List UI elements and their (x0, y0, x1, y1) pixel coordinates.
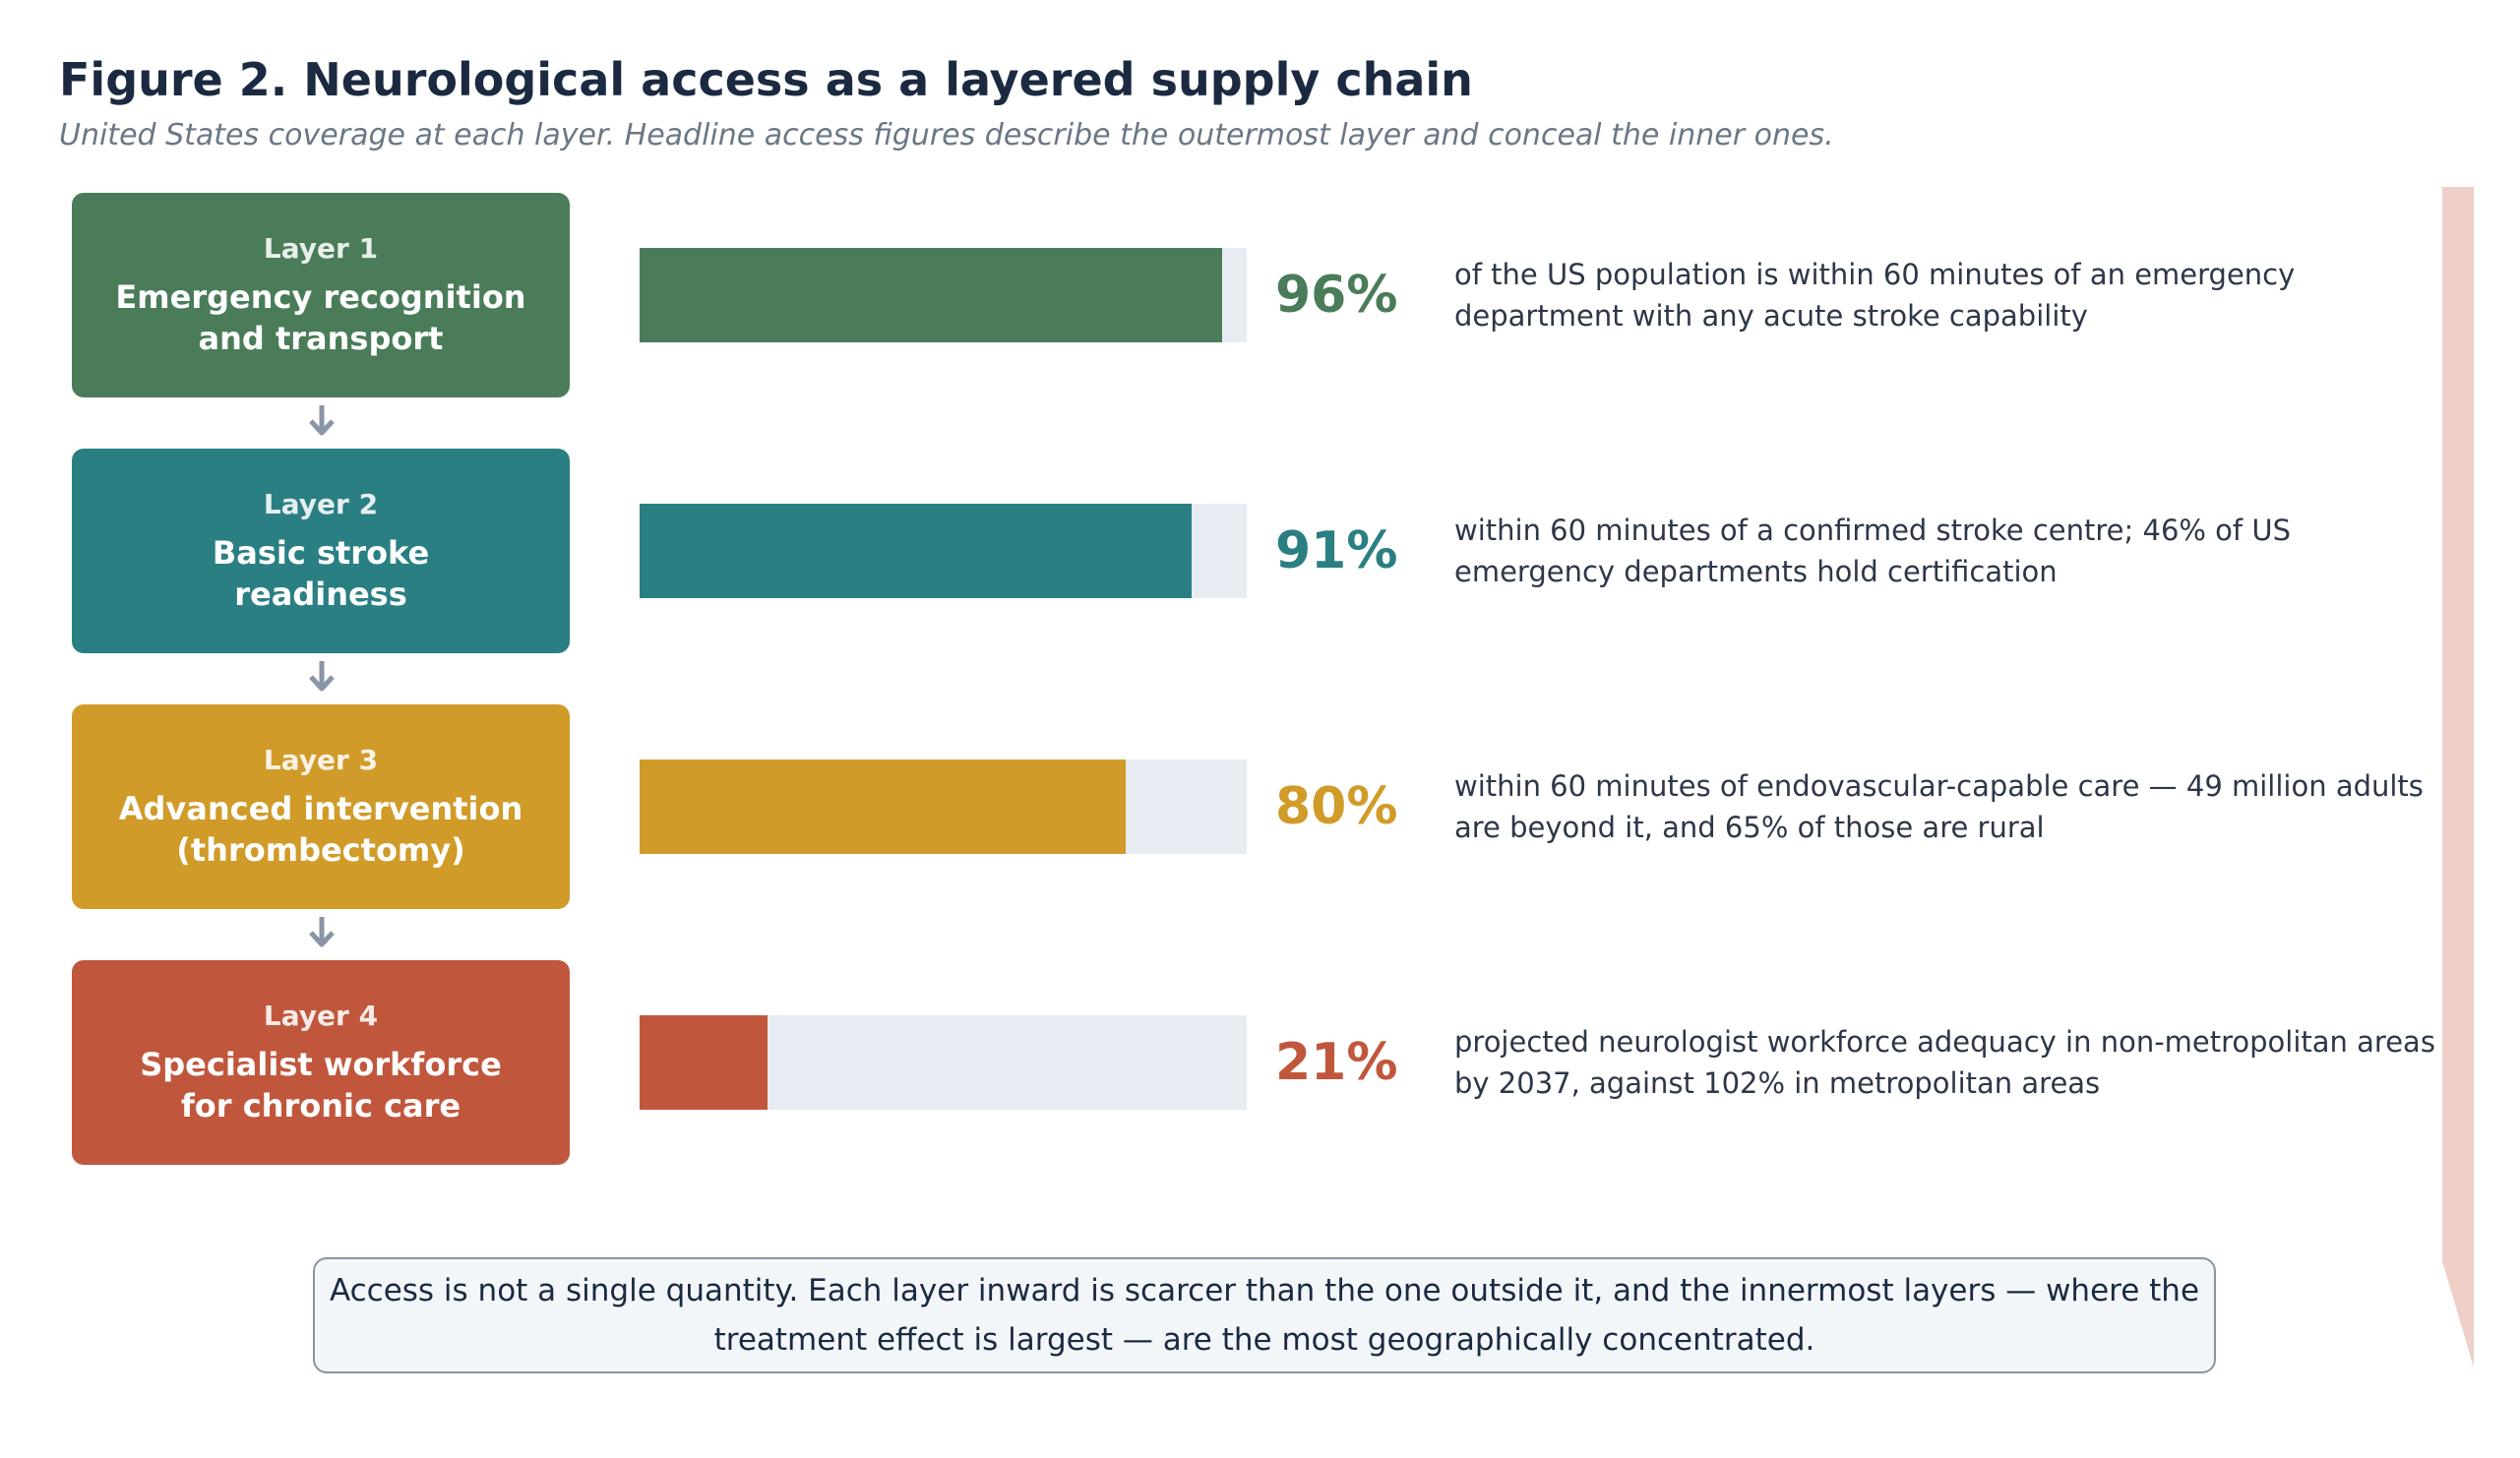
layer-box: Layer 4 Specialist workforce for chronic… (72, 960, 570, 1165)
bar-track (640, 504, 1247, 598)
layer-row-3: Layer 3 Advanced intervention (thrombect… (0, 704, 2520, 911)
bar-fill-layer-4 (640, 1015, 768, 1110)
layer-name: Advanced intervention (thrombectomy) (118, 789, 523, 869)
arrow-down-icon (309, 405, 335, 436)
percent-label: 21% (1275, 1033, 1398, 1092)
percent-label: 91% (1275, 521, 1398, 580)
bar-fill-layer-2 (640, 504, 1193, 598)
layer-number: Layer 3 (263, 743, 379, 776)
side-accent-bar (2442, 187, 2474, 1367)
percent-label: 96% (1275, 266, 1398, 325)
layer-description: within 60 minutes of endovascular-capabl… (1454, 769, 2424, 844)
layer-row-1: Layer 1 Emergency recognition and transp… (0, 193, 2520, 399)
layer-description: projected neurologist workforce adequacy… (1454, 1025, 2435, 1100)
layer-box: Layer 3 Advanced intervention (thrombect… (72, 704, 570, 909)
layer-row-2: Layer 2 Basic stroke readiness 91% withi… (0, 449, 2520, 655)
layer-row-4: Layer 4 Specialist workforce for chronic… (0, 960, 2520, 1167)
layer-description: within 60 minutes of a confirmed stroke … (1454, 514, 2291, 588)
layer-name: Emergency recognition and transport (115, 277, 526, 357)
bar-fill-layer-1 (640, 248, 1223, 342)
figure-title: Figure 2. Neurological access as a layer… (59, 53, 1473, 106)
bar-fill-layer-3 (640, 759, 1126, 854)
layer-number: Layer 2 (263, 487, 379, 520)
bar-track (640, 248, 1247, 342)
bar-track (640, 759, 1247, 854)
figure-subtitle: United States coverage at each layer. He… (59, 118, 1834, 152)
bar-track (640, 1015, 1247, 1110)
layer-number: Layer 4 (263, 999, 379, 1032)
summary-callout: Access is not a single quantity. Each la… (313, 1257, 2216, 1373)
arrow-down-icon (309, 661, 335, 692)
layer-box: Layer 1 Emergency recognition and transp… (72, 193, 570, 397)
layer-box: Layer 2 Basic stroke readiness (72, 449, 570, 653)
layer-description: of the US population is within 60 minute… (1454, 258, 2296, 333)
arrow-down-icon (309, 917, 335, 947)
percent-label: 80% (1275, 777, 1398, 836)
layer-number: Layer 1 (263, 231, 379, 265)
layer-name: Basic stroke readiness (212, 533, 430, 613)
layer-name: Specialist workforce for chronic care (140, 1045, 502, 1124)
